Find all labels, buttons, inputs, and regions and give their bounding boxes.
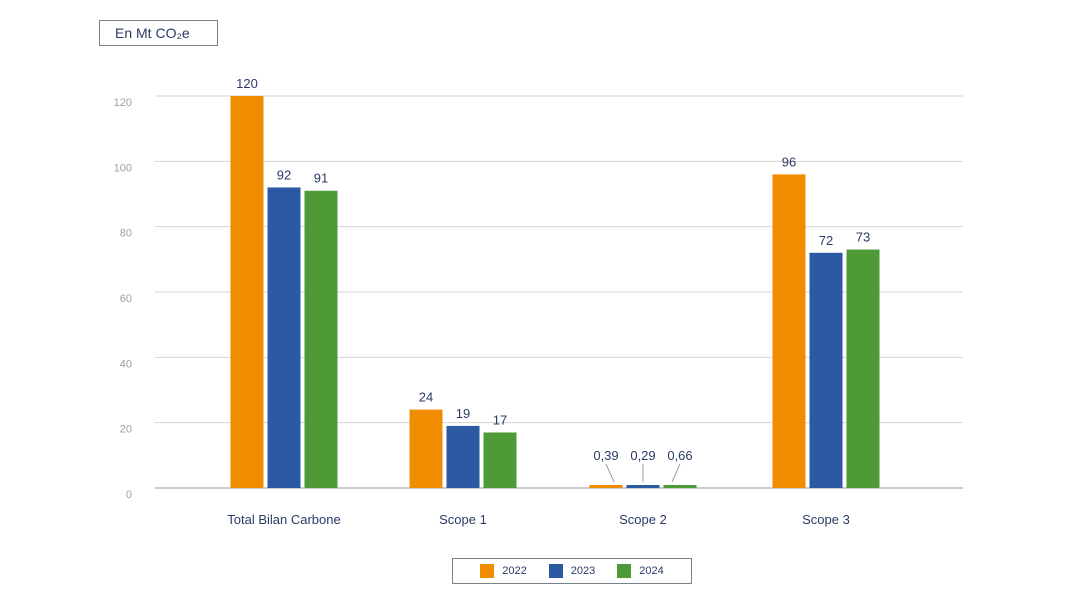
- leader-line: [605, 463, 615, 483]
- y-tick-label: 120: [114, 97, 132, 109]
- bar-2022: [230, 96, 264, 488]
- data-label: 0,39: [593, 448, 618, 463]
- legend-item-2024: 2024: [617, 564, 664, 578]
- x-category-label: Scope 1: [439, 512, 487, 527]
- x-category-label: Total Bilan Carbone: [227, 512, 340, 527]
- data-label: 96: [782, 154, 796, 169]
- legend-item-2023: 2023: [548, 564, 596, 578]
- x-category-label: Scope 3: [802, 512, 850, 527]
- data-label: 91: [314, 171, 328, 186]
- bar-2024: [846, 249, 880, 488]
- y-tick-label: 80: [120, 228, 132, 240]
- x-category-label: Scope 2: [619, 512, 667, 527]
- data-label: 72: [819, 233, 833, 248]
- bar-2024: [663, 485, 697, 488]
- data-label: 0,66: [667, 448, 692, 463]
- bar-2023: [626, 485, 660, 488]
- bar-2023: [267, 187, 301, 488]
- data-label: 17: [493, 412, 507, 427]
- bar-2022: [409, 409, 443, 488]
- data-label: 19: [456, 406, 470, 421]
- bar-2024: [304, 190, 338, 488]
- leader-line: [671, 463, 681, 483]
- bar-2024: [483, 432, 517, 488]
- y-tick-label: 60: [120, 293, 132, 305]
- unit-label: En Mt CO₂e: [99, 20, 218, 46]
- legend-label-2022: 2022: [502, 565, 527, 577]
- legend-swatch-2024: [617, 564, 632, 578]
- data-label: 0,29: [630, 448, 655, 463]
- y-tick-label: 20: [120, 424, 132, 436]
- data-label: 92: [277, 167, 291, 182]
- data-label: 120: [236, 76, 258, 91]
- legend-swatch-2022: [480, 564, 495, 578]
- data-label: 24: [419, 390, 433, 405]
- bar-2023: [446, 425, 480, 488]
- y-tick-label: 100: [114, 162, 132, 174]
- bar-2022: [589, 485, 623, 488]
- legend-label-2024: 2024: [639, 565, 664, 577]
- legend: 2022 2023 2024: [452, 558, 692, 584]
- legend-item-2022: 2022: [480, 564, 527, 578]
- legend-label-2023: 2023: [570, 565, 596, 577]
- legend-swatch-2023: [548, 564, 563, 578]
- y-tick-label: 40: [120, 358, 132, 370]
- y-tick-label: 0: [126, 489, 132, 501]
- bar-2022: [772, 174, 806, 488]
- data-label: 73: [856, 230, 870, 245]
- bar-2023: [809, 252, 843, 488]
